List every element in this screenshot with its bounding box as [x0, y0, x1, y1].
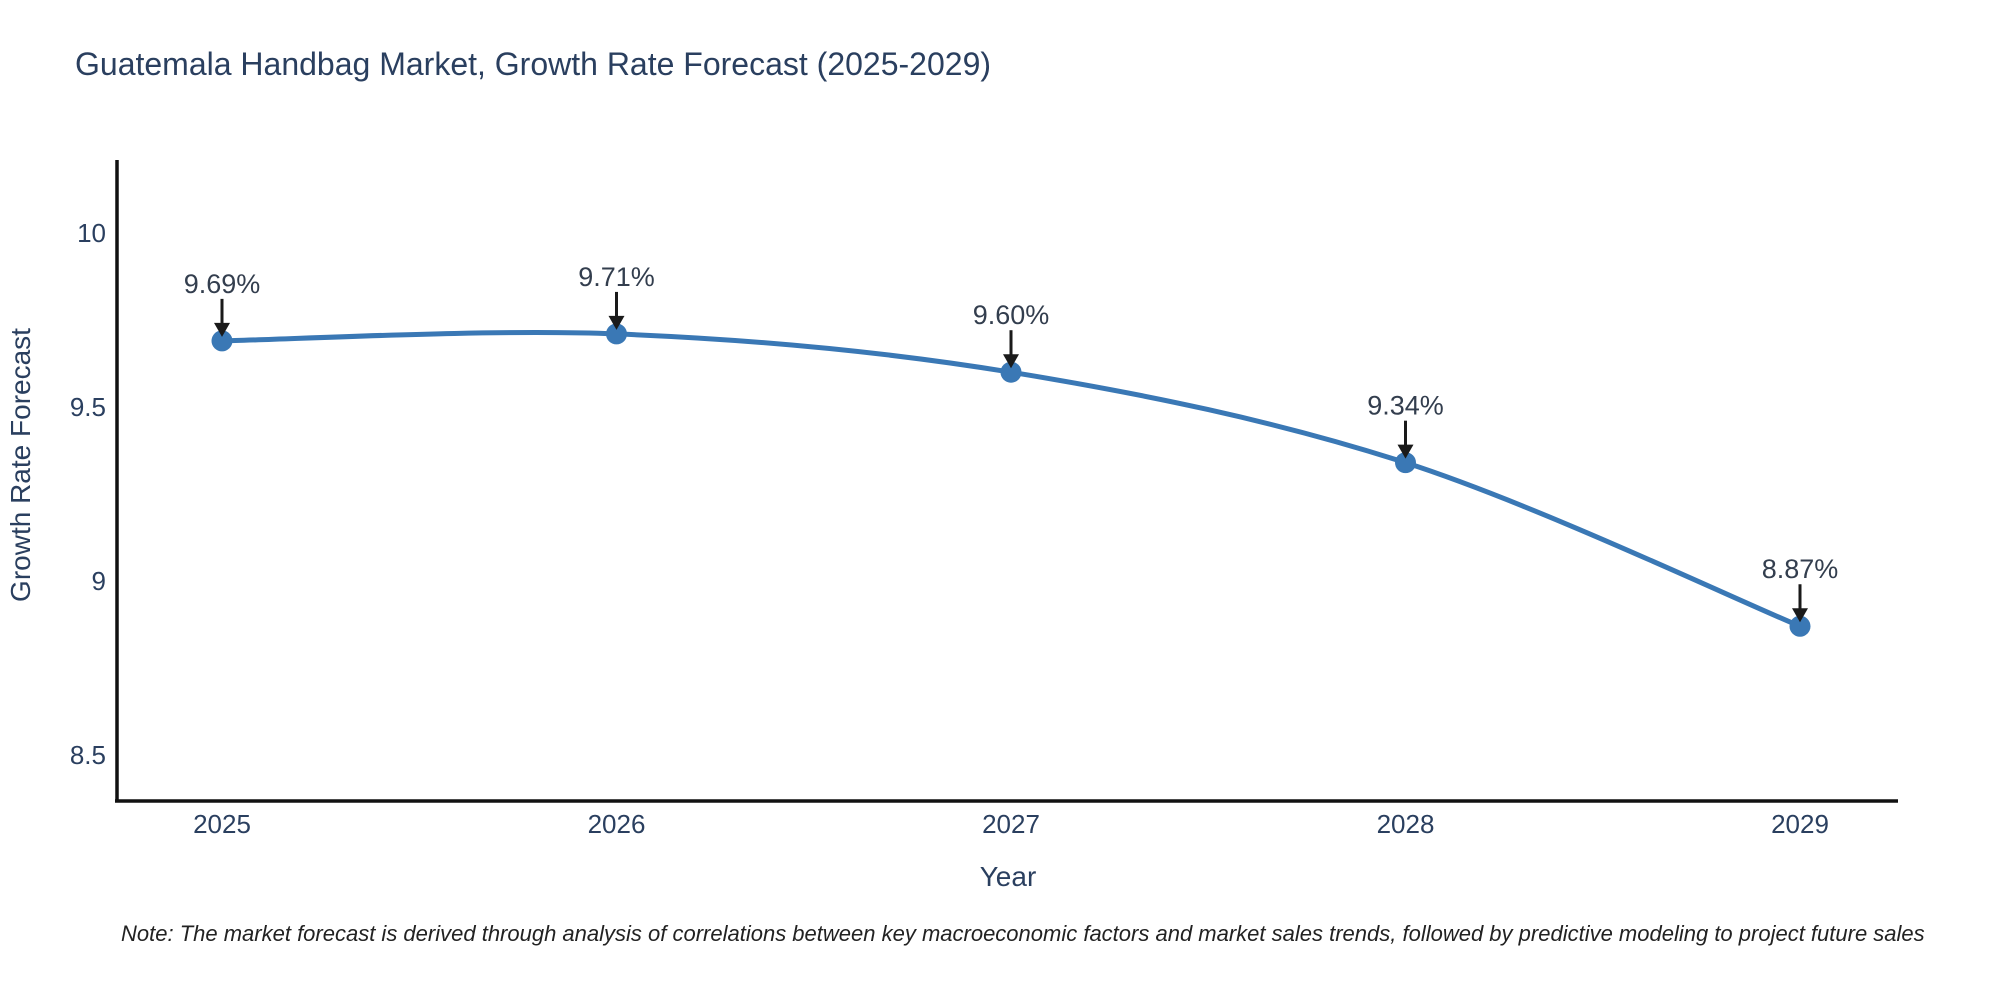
point-annotation-label: 8.87%: [1762, 554, 1839, 584]
annotation-arrow-head: [214, 322, 230, 337]
x-tick-label: 2025: [193, 809, 251, 839]
x-axis-title: Year: [980, 861, 1037, 892]
annotation-arrow-head: [1397, 444, 1414, 459]
chart-title: Guatemala Handbag Market, Growth Rate Fo…: [75, 46, 991, 82]
x-tick-label: 2027: [982, 809, 1040, 839]
data-point-marker: [1789, 615, 1811, 637]
annotation-arrow-head: [1003, 354, 1019, 369]
point-annotation-label: 9.34%: [1367, 391, 1444, 421]
footnote: Note: The market forecast is derived thr…: [121, 921, 1925, 946]
y-tick-label: 10: [77, 218, 106, 248]
tick-layer: 10 9.5 9 8.5 2025 2026 2027 2028 2029: [70, 218, 1829, 839]
series-layer: [211, 323, 1811, 637]
annotation-layer: 9.69% 9.71% 9.60% 9.34% 8.87%: [184, 262, 1839, 623]
point-annotation-label: 9.69%: [184, 269, 261, 299]
x-tick-label: 2029: [1771, 809, 1829, 839]
y-tick-label: 9.5: [70, 392, 106, 422]
x-tick-label: 2028: [1377, 809, 1435, 839]
x-tick-label: 2026: [588, 809, 646, 839]
point-annotation-label: 9.60%: [973, 300, 1050, 330]
y-tick-label: 9: [92, 566, 106, 596]
point-annotation-label: 9.71%: [578, 262, 655, 292]
y-tick-label: 8.5: [70, 740, 106, 770]
data-point-marker: [1000, 361, 1022, 383]
data-point-marker: [1395, 452, 1416, 474]
data-point-marker: [606, 323, 627, 345]
y-axis-title: Growth Rate Forecast: [5, 328, 36, 602]
annotation-arrow-head: [608, 315, 625, 330]
annotation-arrow-head: [1792, 608, 1808, 623]
data-point-marker: [211, 330, 233, 352]
